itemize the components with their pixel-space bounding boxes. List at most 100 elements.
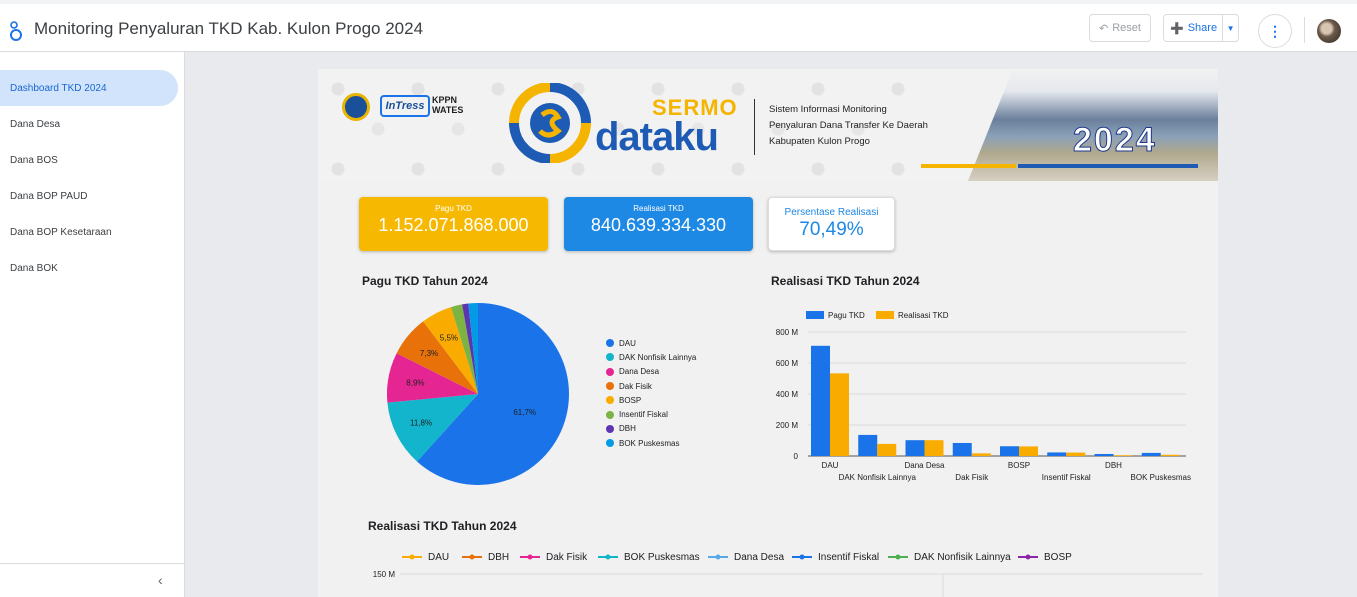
bar-pagu-tkd-insentif-fiskal[interactable] [1047, 452, 1067, 456]
more-options-icon[interactable]: ⋮ [1258, 14, 1292, 48]
legend-label: DAU [619, 338, 636, 348]
kppn-sub-label: WATES [432, 105, 464, 115]
bar-realisasi-tkd-insentif-fiskal[interactable] [1066, 452, 1086, 456]
kpi-persentase-realisasi[interactable]: Persentase Realisasi 70,49% [768, 197, 895, 251]
legend-swatch [606, 353, 614, 362]
line-legend-label-dau[interactable]: DAU [428, 552, 449, 563]
system-line-1: Sistem Informasi Monitoring [769, 104, 887, 115]
sidebar-item-dashboard-tkd-2024[interactable]: Dashboard TKD 2024 [0, 70, 178, 106]
bar-realisasi-tkd-dak-nonfisik-lainnya[interactable] [877, 443, 897, 456]
pie-slice-dak-nonfisik-lainnya[interactable] [387, 394, 478, 462]
bar-pagu-tkd-bosp[interactable] [1000, 446, 1019, 456]
line-legend-marker-dak-fisik [527, 554, 533, 560]
pie-slice-dbh[interactable] [462, 303, 478, 394]
pie-legend-item-dak-fisik[interactable]: Dak Fisik [606, 379, 696, 393]
bar-pagu-tkd-dak-fisik[interactable] [952, 442, 972, 456]
line-legend-label-dak-nonfisik-lainnya[interactable]: DAK Nonfisik Lainnya [914, 552, 1011, 563]
legend-label: Dak Fisik [619, 381, 652, 391]
sermo-wordmark: SERMO [652, 95, 738, 120]
top-bar: Monitoring Penyaluran TKD Kab. Kulon Pro… [0, 0, 1357, 52]
bar-pagu-tkd-dana-desa[interactable] [905, 440, 925, 456]
pie-slice-bok-puskesmas[interactable] [468, 303, 478, 394]
line-legend-label-dak-fisik[interactable]: Dak Fisik [546, 552, 588, 563]
line-legend-marker-dau [409, 554, 415, 560]
pie-legend-item-bok-puskesmas[interactable]: BOK Puskesmas [606, 436, 696, 450]
sidebar: Dashboard TKD 2024 Dana Desa Dana BOS Da… [0, 52, 185, 597]
add-person-icon: ➕ [1170, 22, 1184, 35]
bar-x-tick-label-bok-puskesmas: BOK Puskesmas [1131, 473, 1191, 482]
pie-legend: DAU DAK Nonfisik Lainnya Dana Desa Dak Fisi… [606, 336, 696, 450]
pie-slice-insentif-fiskal[interactable] [450, 304, 478, 394]
sidebar-item-dana-bop-paud[interactable]: Dana BOP PAUD [10, 190, 88, 202]
avatar[interactable] [1317, 19, 1341, 43]
bar-realisasi-tkd-bok-puskesmas[interactable] [1160, 454, 1180, 456]
line-legend-marker-insentif-fiskal [799, 554, 805, 560]
bar-pagu-tkd-dau[interactable] [811, 345, 830, 456]
kpi-pagu-tkd[interactable]: Pagu TKD 1.152.071.868.000 [359, 197, 548, 251]
line-legend-label-bosp[interactable]: BOSP [1044, 552, 1072, 563]
kpi-persentase-value: 70,49% [799, 219, 864, 240]
bar-legend-label-pagu-tkd[interactable]: Pagu TKD [828, 311, 865, 320]
pie-slice-dana-desa[interactable] [387, 353, 478, 403]
pie-legend-item-insentif-fiskal[interactable]: Insentif Fiskal [606, 407, 696, 421]
bar-realisasi-tkd-dana-desa[interactable] [924, 440, 944, 456]
bar-y-tick-label: 400 M [776, 390, 799, 399]
legend-swatch [606, 410, 614, 419]
pie-legend-item-dau[interactable]: DAU [606, 336, 696, 350]
bar-realisasi-tkd-dak-fisik[interactable] [971, 453, 991, 456]
looker-studio-logo-icon[interactable] [8, 20, 24, 42]
bar-x-tick-label-dana-desa: Dana Desa [904, 461, 945, 470]
sidebar-item-dana-bos[interactable]: Dana BOS [10, 154, 58, 166]
report-canvas: InTress KPPN WATES SERMO dataku Sistem I… [185, 52, 1357, 597]
blue-stripe [1018, 164, 1198, 168]
sermo-swirl-logo-icon [509, 83, 591, 163]
pie-slice-dak-fisik[interactable] [396, 321, 478, 394]
pie-legend-item-dak-nonfisik-lainnya[interactable]: DAK Nonfisik Lainnya [606, 350, 696, 364]
sidebar-item-dana-bok[interactable]: Dana BOK [10, 262, 58, 274]
batik-pattern [318, 69, 918, 181]
legend-swatch [606, 439, 614, 448]
bar-pagu-tkd-bok-puskesmas[interactable] [1141, 452, 1161, 456]
bar-legend-label-realisasi-tkd[interactable]: Realisasi TKD [898, 311, 949, 320]
share-main[interactable]: ➕ Share [1164, 15, 1224, 41]
bar-chart[interactable]: Pagu TKD Realisasi TKD 0 200 M 400 M 600 M 800… [758, 294, 1198, 489]
bar-x-tick-label-dau: DAU [822, 461, 839, 470]
report-title[interactable]: Monitoring Penyaluran TKD Kab. Kulon Pro… [34, 19, 424, 38]
kpi-pagu-value: 1.152.071.868.000 [378, 215, 529, 235]
kemenkeu-emblem-icon [342, 93, 370, 121]
bar-chart-title: Realisasi TKD Tahun 2024 [771, 274, 920, 288]
pie-slice-dau[interactable] [416, 303, 569, 485]
share-label: Share [1187, 22, 1218, 34]
divider [1304, 17, 1305, 43]
legend-label: DBH [619, 424, 636, 434]
pie-data-label-dak-nonfisik-lainnya: 11,8% [410, 419, 432, 428]
bar-realisasi-tkd-dau[interactable] [830, 373, 849, 456]
bar-y-tick-label: 800 M [776, 328, 799, 337]
legend-swatch [606, 367, 614, 376]
line-legend-label-bok-puskesmas[interactable]: BOK Puskesmas [624, 552, 700, 563]
share-button[interactable]: ➕ Share ▼ [1163, 14, 1239, 42]
pie-chart[interactable]: 61,7% 11,8% 8,9% 7,3%5,5% [378, 294, 578, 494]
pie-legend-item-dana-desa[interactable]: Dana Desa [606, 365, 696, 379]
kppn-logo: KPPN WATES [432, 95, 463, 115]
bar-pagu-tkd-dbh[interactable] [1094, 453, 1114, 456]
pie-legend-item-bosp[interactable]: BOSP [606, 393, 696, 407]
kpi-realisasi-value: 840.639.334.330 [590, 215, 727, 235]
sidebar-item-dana-bop-kesetaraan[interactable]: Dana BOP Kesetaraan [10, 226, 112, 238]
chevron-left-icon[interactable]: ‹ [158, 572, 163, 588]
kpi-realisasi-tkd[interactable]: Realisasi TKD 840.639.334.330 [564, 197, 753, 251]
reset-button[interactable]: ↶ Reset [1089, 14, 1151, 42]
line-legend-label-insentif-fiskal[interactable]: Insentif Fiskal [818, 552, 879, 563]
bar-realisasi-tkd-dbh[interactable] [1113, 455, 1133, 456]
sidebar-item-dana-desa[interactable]: Dana Desa [10, 118, 61, 130]
intress-logo: InTress [380, 95, 430, 117]
share-dropdown-icon[interactable]: ▼ [1226, 23, 1235, 33]
line-legend-label-dbh[interactable]: DBH [488, 552, 509, 563]
line-legend-label-dana-desa[interactable]: Dana Desa [734, 552, 784, 563]
bar-pagu-tkd-dak-nonfisik-lainnya[interactable] [858, 434, 878, 456]
pie-legend-item-dbh[interactable]: DBH [606, 422, 696, 436]
pie-data-label-dana-desa: 8,9% [406, 378, 424, 387]
line-chart[interactable]: DAU DBH Dak Fisik BOK Puskesmas Dana Desa Ins… [358, 544, 1208, 597]
pie-slice-bosp[interactable] [423, 307, 478, 394]
bar-realisasi-tkd-bosp[interactable] [1019, 446, 1038, 456]
